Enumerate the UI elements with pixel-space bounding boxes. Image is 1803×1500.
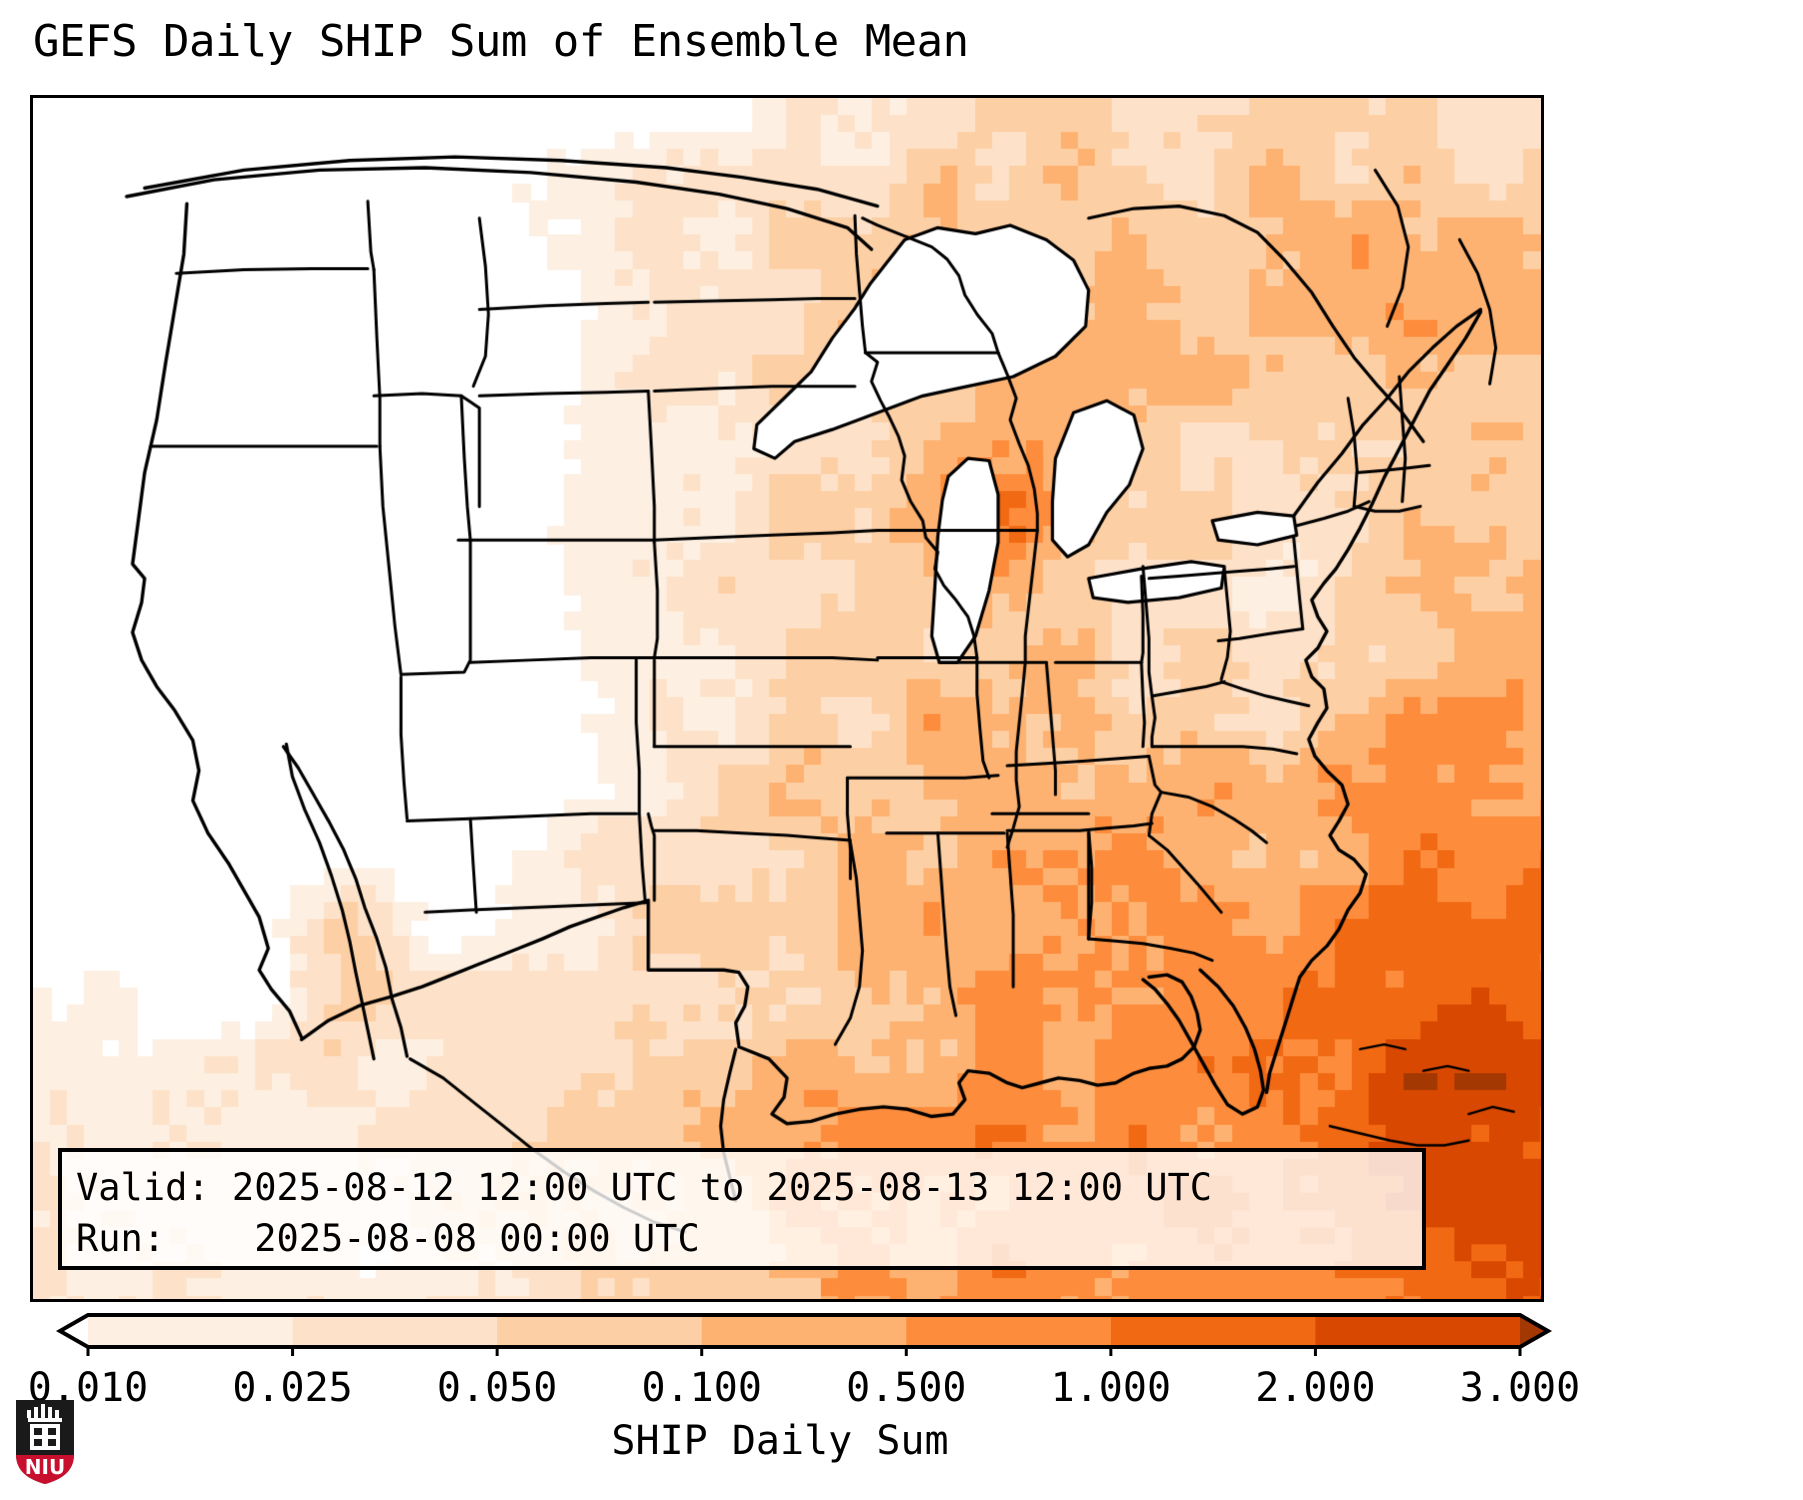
colorbar-band — [1110, 1315, 1317, 1347]
colorbar-tick-label: 0.500 — [846, 1365, 967, 1411]
forecast-info-box: Valid: 2025-08-12 12:00 UTC to 2025-08-1… — [58, 1148, 1426, 1270]
colorbar-tick-label: 0.025 — [232, 1365, 353, 1411]
map-panel[interactable] — [30, 95, 1544, 1302]
colorbar-tick-label: 0.100 — [641, 1365, 762, 1411]
colorbar-band — [1315, 1315, 1521, 1347]
colorbar-tick-label: 2.000 — [1255, 1365, 1376, 1411]
colorbar-band — [701, 1315, 907, 1347]
colorbar-tick-label: 1.000 — [1050, 1365, 1172, 1411]
colorbar-axis-label: SHIP Daily Sum — [611, 1418, 949, 1464]
colorbar-tick-label: 3.000 — [1459, 1365, 1581, 1411]
run-time-line: Run: 2025-08-08 00:00 UTC — [76, 1217, 700, 1260]
colorbar-svg — [55, 1313, 1553, 1356]
colorbar-tick-labels: 0.010 0.025 0.050 0.100 0.500 1.000 2.000 3.000 — [0, 1365, 1803, 1413]
colorbar-over-arrow — [1520, 1315, 1548, 1347]
map-heatmap-canvas[interactable] — [33, 98, 1541, 1299]
colorbar-band — [292, 1315, 498, 1347]
colorbar-tick-label: 0.050 — [436, 1365, 558, 1411]
colorbar-band — [906, 1315, 1112, 1347]
colorbar-under-arrow — [60, 1315, 88, 1347]
colorbar-band — [497, 1315, 703, 1347]
colorbar[interactable] — [30, 1310, 1560, 1356]
niu-logo-text: NIU — [25, 1455, 65, 1479]
page-title: GEFS Daily SHIP Sum of Ensemble Mean — [33, 16, 969, 67]
colorbar-band — [88, 1315, 294, 1347]
valid-time-line: Valid: 2025-08-12 12:00 UTC to 2025-08-1… — [76, 1166, 1213, 1209]
niu-logo[interactable]: NIU — [14, 1398, 76, 1486]
